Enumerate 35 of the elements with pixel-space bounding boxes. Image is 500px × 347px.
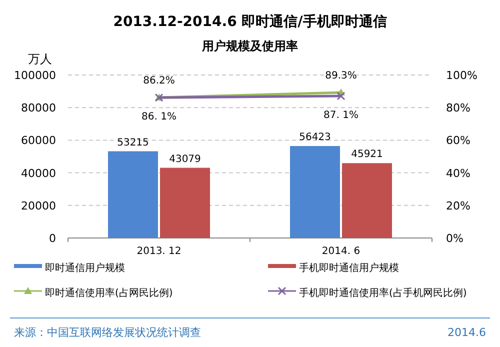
y-tick-label: 40000 — [21, 166, 56, 180]
legend-label: 手机即时通信用户规模 — [299, 262, 399, 274]
y2-tick-label: 60% — [446, 134, 470, 148]
y2-tick-label: 100% — [446, 69, 478, 82]
bar — [290, 146, 340, 238]
y-tick-label: 100000 — [14, 69, 56, 82]
source-note: 来源：中国互联网络发展状况统计调查 — [14, 326, 201, 339]
data-label: 45921 — [351, 149, 383, 160]
text: 2014.6 — [448, 326, 486, 339]
data-label: 89.3% — [325, 70, 357, 82]
data-label: 56423 — [299, 132, 331, 144]
legend-label: 手机即时通信使用率(占手机网民比例) — [299, 287, 467, 299]
legend-label: 即时通信使用率(占网民比例) — [45, 287, 173, 299]
data-label: 43079 — [169, 154, 201, 165]
legend-label: 即时通信用户规模 — [45, 262, 125, 274]
data-label: 86. 1% — [142, 112, 176, 123]
y-tick-label: 60000 — [21, 134, 56, 148]
chart-subtitle: 用户规模及使用率 — [201, 39, 298, 53]
y-tick-label: 0 — [49, 232, 56, 245]
y-tick-label: 80000 — [21, 102, 56, 115]
y2-tick-label: 20% — [446, 199, 470, 212]
bar — [108, 151, 158, 238]
data-label: 86.2% — [143, 75, 175, 86]
x-tick-label: 2013. 12 — [136, 246, 182, 257]
y2-tick-label: 80% — [446, 102, 470, 115]
y-axis-title: 万人 — [28, 52, 52, 66]
bar — [160, 168, 210, 238]
data-label: 53215 — [117, 137, 149, 148]
data-label: 87. 1% — [324, 110, 358, 122]
chart-title: 2013.12-2014.6 即时通信/手机即时通信 — [113, 13, 387, 30]
y2-tick-label: 0% — [446, 232, 464, 245]
y2-tick-label: 40% — [446, 166, 470, 180]
y-tick-label: 20000 — [21, 199, 56, 212]
bar — [342, 163, 392, 238]
x-tick-label: 2014. 6 — [322, 246, 360, 257]
